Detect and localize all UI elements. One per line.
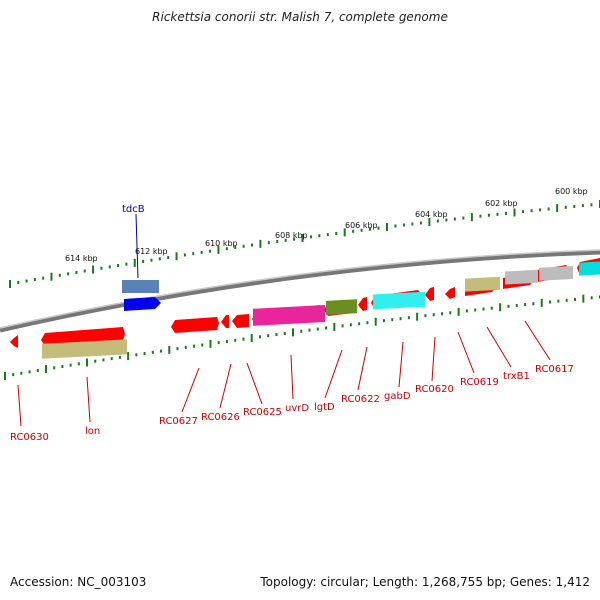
gene-label-gabD[interactable]: gabD bbox=[384, 391, 411, 402]
feature-block-cyan-2[interactable] bbox=[579, 261, 600, 276]
scale-label-602: 602 kbp bbox=[485, 199, 518, 208]
label-leaders bbox=[17, 213, 551, 427]
map-title: Rickettsia conorii str. Malish 7, comple… bbox=[152, 10, 448, 24]
feature-block-cyan[interactable] bbox=[373, 291, 425, 310]
inner-scale-track bbox=[4, 294, 600, 380]
gene-arrow[interactable] bbox=[425, 287, 434, 301]
scale-label-612: 612 kbp bbox=[135, 247, 168, 256]
gene-labels: tdcB RC0630 lon RC0627 RC0626 RC0625 uvr… bbox=[10, 204, 574, 443]
gene-arrow[interactable] bbox=[221, 315, 229, 328]
gene-label-trxB1[interactable]: trxB1 bbox=[503, 371, 530, 382]
gene-label-RC0620[interactable]: RC0620 bbox=[415, 384, 454, 395]
gene-label-RC0619[interactable]: RC0619 bbox=[460, 377, 499, 388]
scale-labels: 600 kbp 602 kbp 604 kbp 606 kbp 608 kbp … bbox=[65, 187, 588, 263]
gene-arrow[interactable] bbox=[358, 297, 367, 311]
feature-blocks bbox=[42, 261, 600, 359]
gene-label-tdcB[interactable]: tdcB bbox=[122, 204, 145, 215]
feature-block-olive[interactable] bbox=[42, 339, 127, 359]
feature-block-steel[interactable] bbox=[122, 280, 159, 293]
gene-label-RC0617[interactable]: RC0617 bbox=[535, 364, 574, 375]
genome-summary-text: Topology: circular; Length: 1,268,755 bp… bbox=[260, 575, 590, 589]
scale-label-614: 614 kbp bbox=[65, 254, 98, 263]
scale-label-600: 600 kbp bbox=[555, 187, 588, 196]
scale-label-608: 608 kbp bbox=[275, 231, 308, 240]
scale-label-604: 604 kbp bbox=[415, 210, 448, 219]
feature-block-magenta[interactable] bbox=[253, 304, 325, 326]
scale-label-610: 610 kbp bbox=[205, 239, 238, 248]
gene-label-lon[interactable]: lon bbox=[85, 426, 100, 437]
gene-arrow[interactable] bbox=[232, 314, 249, 328]
gene-label-uvrD[interactable]: uvrD bbox=[285, 403, 309, 414]
gene-arrow[interactable] bbox=[445, 287, 455, 299]
gene-arrow[interactable] bbox=[10, 335, 18, 348]
gene-label-RC0625[interactable]: RC0625 bbox=[243, 407, 282, 418]
accession-text: Accession: NC_003103 bbox=[10, 575, 147, 589]
feature-block-olive-2[interactable] bbox=[465, 276, 500, 292]
gene-arrow[interactable] bbox=[171, 317, 219, 333]
feature-block-gray-2[interactable] bbox=[539, 265, 573, 281]
scale-label-606: 606 kbp bbox=[345, 221, 378, 230]
gene-arrow-blue[interactable] bbox=[124, 297, 161, 311]
gene-label-RC0622[interactable]: RC0622 bbox=[341, 394, 380, 405]
outer-scale-track bbox=[9, 200, 600, 288]
feature-block-gray[interactable] bbox=[505, 269, 538, 285]
gene-label-RC0626[interactable]: RC0626 bbox=[201, 412, 240, 423]
gene-label-RC0630[interactable]: RC0630 bbox=[10, 432, 49, 443]
chromosome-backbone bbox=[0, 249, 600, 333]
feature-block-green[interactable] bbox=[326, 299, 357, 315]
chromosome-backbone-highlight bbox=[0, 249, 600, 329]
gene-label-RC0627[interactable]: RC0627 bbox=[159, 416, 198, 427]
gene-label-lgtD[interactable]: lgtD bbox=[314, 402, 335, 413]
